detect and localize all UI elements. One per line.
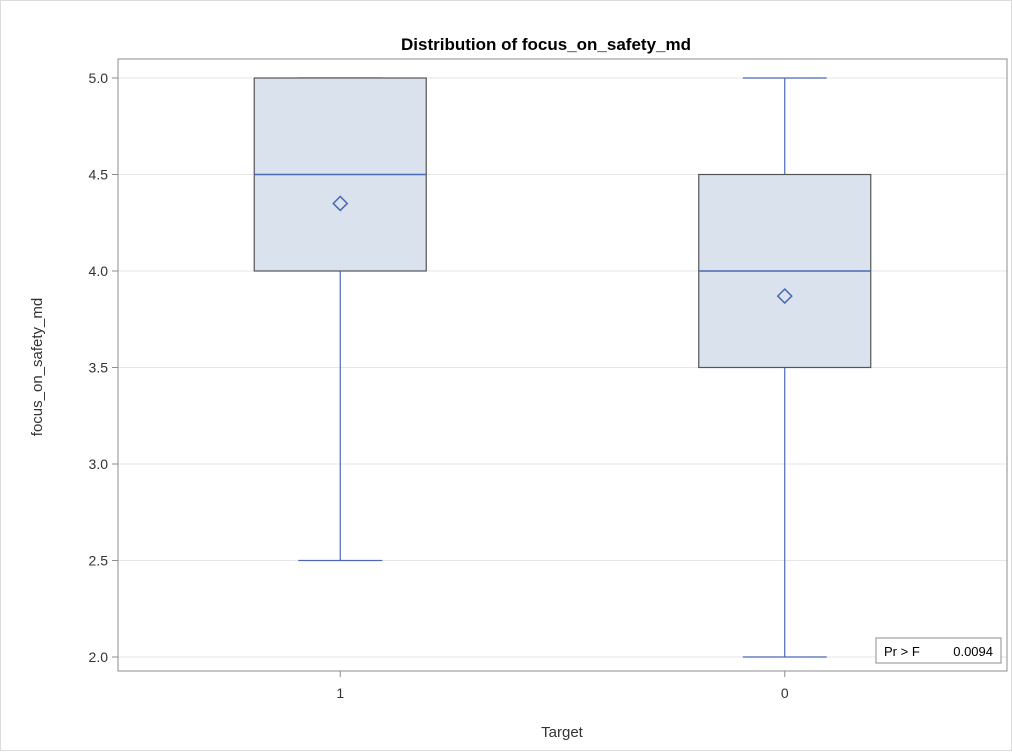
y-tick-label: 2.5 [89, 553, 109, 569]
inset-border [875, 637, 1002, 664]
pr-f-inset: Pr > F 0.0094 [875, 637, 1002, 664]
gridlines [118, 77, 1007, 658]
y-tick-label: 2.0 [89, 649, 109, 665]
axis-ticks: 2.0 2.5 3.0 3.5 4.0 4.5 5.0 1 0 [89, 70, 789, 701]
y-tick-label: 5.0 [89, 70, 109, 86]
x-tick-label: 0 [781, 685, 789, 701]
y-tick-label: 4.5 [89, 167, 109, 183]
plot-frame [117, 58, 1008, 672]
x-tick-label: 1 [336, 685, 344, 701]
inset-value: 0.0094 [953, 644, 993, 659]
inset-label: Pr > F [884, 644, 920, 659]
y-tick-label: 4.0 [89, 263, 109, 279]
y-axis-label: focus_on_safety_md [29, 298, 46, 436]
chart-title: Distribution of focus_on_safety_md [401, 35, 691, 54]
box-group-0 [698, 77, 872, 658]
x-axis-label: Target [541, 724, 584, 741]
y-tick-label: 3.0 [89, 456, 109, 472]
y-tick-label: 3.5 [89, 360, 109, 376]
boxes [253, 77, 872, 658]
box-group-1 [253, 77, 427, 562]
mean-marker [776, 288, 793, 305]
mean-marker [332, 195, 349, 212]
